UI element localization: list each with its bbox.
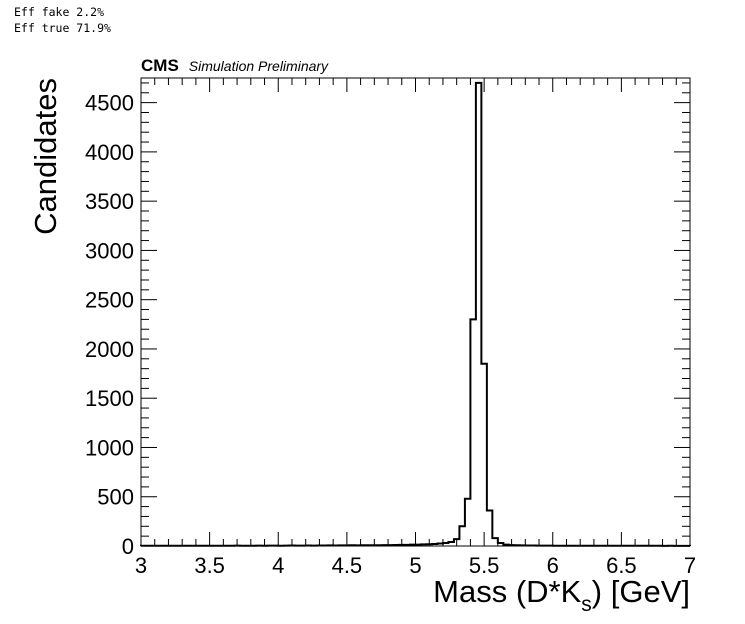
x-tick-label: 3 <box>135 553 147 578</box>
x-axis-title-subscript: s <box>581 593 592 616</box>
y-axis-title: Candidates <box>28 78 63 235</box>
x-tick-label: 3.5 <box>194 553 225 578</box>
experiment-name: CMS <box>141 56 179 75</box>
axis-ticks <box>140 78 691 547</box>
y-tick-label: 4500 <box>85 91 134 116</box>
y-tick-label: 1000 <box>85 435 134 460</box>
svg-text:CMS Simulation Preliminary: CMS Simulation Preliminary <box>141 56 329 75</box>
x-tick-label: 5 <box>409 553 421 578</box>
y-tick-label: 4000 <box>85 140 134 165</box>
y-tick-label: 2000 <box>85 337 134 362</box>
efficiency-notes: Eff fake 2.2% Eff true 71.9% <box>14 4 111 36</box>
y-tick-label: 3500 <box>85 189 134 214</box>
y-tick-labels: 0 500 1000 1500 2000 2500 3000 3500 4000 4500 <box>85 91 134 559</box>
plot-frame <box>140 77 691 547</box>
x-tick-label: 5.5 <box>469 553 500 578</box>
x-tick-label: 6.5 <box>606 553 637 578</box>
x-axis-title: Mass (D*Ks) [GeV] <box>433 574 690 616</box>
y-tick-label: 500 <box>97 485 134 510</box>
x-tick-labels: 3 3.5 4 4.5 5 5.5 6 6.5 7 <box>135 553 696 578</box>
x-tick-label: 6 <box>547 553 559 578</box>
x-tick-label: 7 <box>684 553 696 578</box>
y-tick-label: 2500 <box>85 288 134 313</box>
histogram-line <box>140 81 691 547</box>
y-tick-label: 0 <box>122 534 134 559</box>
x-axis-title-main: Mass (D*K <box>433 574 581 609</box>
x-tick-label: 4.5 <box>332 553 363 578</box>
y-tick-label: 3000 <box>85 238 134 263</box>
experiment-status: Simulation Preliminary <box>189 58 329 74</box>
x-tick-label: 4 <box>272 553 284 578</box>
x-axis-title-tail: ) [GeV] <box>592 574 690 609</box>
y-tick-label: 1500 <box>85 386 134 411</box>
eff-fake-text: Eff fake 2.2% <box>14 5 105 19</box>
eff-true-text: Eff true 71.9% <box>14 21 111 35</box>
